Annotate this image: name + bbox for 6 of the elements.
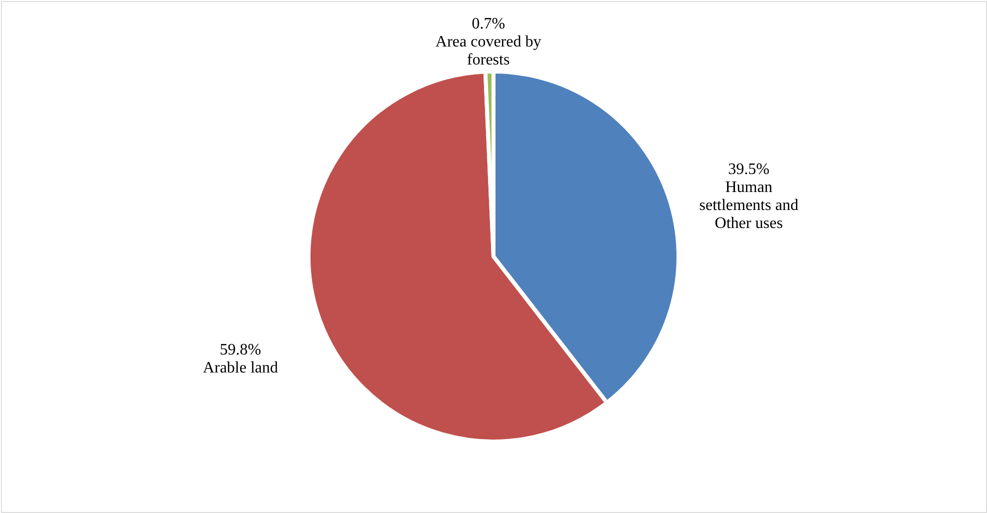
data-label: 39.5% <box>728 161 770 178</box>
slice-label: Human settlements and Other uses <box>699 179 798 232</box>
data-label: 0.7% <box>472 16 506 33</box>
data-label: 59.8% <box>220 341 262 358</box>
slice-label: Arable land <box>202 359 278 376</box>
slice-label: Area covered by forests <box>436 34 542 69</box>
